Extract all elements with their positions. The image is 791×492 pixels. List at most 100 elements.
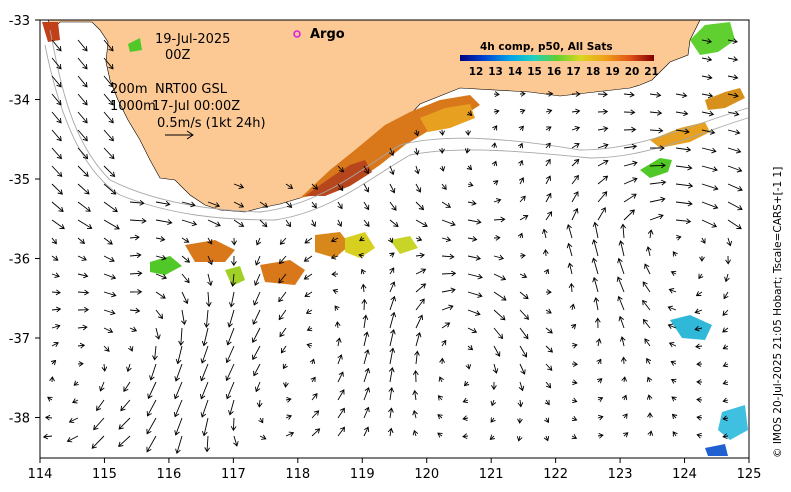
current-arrow: [103, 345, 110, 352]
current-arrow: [330, 237, 339, 243]
current-arrow: [519, 345, 528, 358]
sst-patch-west-green: [128, 38, 142, 52]
current-arrow: [389, 183, 396, 194]
current-arrow: [493, 327, 504, 340]
current-arrow: [492, 363, 499, 374]
current-arrow: [696, 414, 703, 421]
current-arrow: [649, 179, 667, 186]
current-arrow: [541, 228, 548, 239]
current-arrow: [646, 376, 653, 383]
current-arrow: [181, 291, 189, 305]
current-arrow: [441, 287, 456, 294]
current-arrow: [597, 175, 609, 185]
current-arrow: [311, 183, 319, 190]
colorbar-tick-label: 19: [605, 66, 620, 78]
lat-tick-label: -33: [9, 14, 30, 29]
current-arrow: [519, 327, 529, 340]
current-arrow: [413, 147, 420, 156]
current-arrow: [545, 158, 551, 167]
lat-axis: -33 -34 -35 -36 -37 -38: [9, 14, 40, 427]
current-arrow: [618, 240, 625, 257]
current-arrow: [571, 342, 578, 349]
current-arrow: [388, 407, 394, 419]
current-arrow: [696, 379, 703, 385]
current-arrow: [727, 38, 738, 44]
current-arrow: [181, 309, 187, 326]
current-arrow: [173, 399, 183, 418]
current-arrow: [259, 219, 268, 228]
current-arrow: [620, 356, 627, 365]
current-arrow: [278, 273, 287, 284]
current-arrow: [93, 417, 105, 431]
current-arrow: [226, 327, 235, 346]
current-arrow: [51, 272, 60, 278]
current-arrow: [675, 128, 690, 135]
current-arrow: [519, 309, 530, 320]
current-arrow: [388, 147, 395, 157]
current-arrow: [155, 200, 171, 207]
current-arrow: [670, 378, 677, 384]
current-arrow: [441, 183, 447, 190]
current-arrow: [623, 143, 638, 150]
current-arrow: [361, 298, 368, 311]
current-arrow: [389, 347, 396, 365]
current-arrow: [330, 254, 339, 260]
current-arrow: [337, 165, 344, 173]
current-arrow: [675, 92, 688, 99]
current-arrow: [695, 343, 703, 350]
current-arrow: [204, 435, 211, 453]
current-arrow: [254, 273, 261, 286]
current-arrow: [467, 345, 474, 351]
current-arrow: [252, 309, 261, 325]
current-arrow: [701, 183, 719, 191]
current-arrow: [621, 376, 628, 383]
current-arrow: [51, 57, 62, 70]
current-arrow: [647, 430, 654, 437]
current-arrow: [545, 192, 552, 203]
current-arrow: [415, 268, 427, 275]
current-arrow: [254, 381, 261, 393]
current-arrow: [415, 283, 427, 293]
colorbar-tick-label: 16: [547, 66, 562, 78]
plot-frame: [39, 19, 750, 459]
current-arrow: [412, 409, 418, 419]
current-arrow: [181, 219, 198, 227]
colorbar-tick-label: 15: [527, 66, 542, 78]
arrow-scale-label: 0.5m/s (1kt 24h): [157, 116, 266, 131]
current-arrow: [42, 433, 53, 440]
current-arrow: [597, 207, 606, 221]
current-arrow: [545, 126, 552, 132]
current-arrow: [489, 434, 495, 440]
current-arrow: [101, 363, 108, 372]
current-arrow: [597, 432, 604, 439]
current-arrow: [517, 232, 524, 239]
sst-patch-west: [42, 22, 60, 42]
current-arrow: [642, 299, 651, 311]
current-arrow: [623, 432, 629, 438]
current-arrow: [727, 147, 742, 154]
lon-tick-label: 114: [28, 467, 53, 482]
current-arrow: [545, 363, 553, 371]
current-arrow: [727, 165, 743, 173]
current-arrow: [441, 339, 447, 347]
current-arrow: [311, 393, 318, 401]
current-arrow: [592, 276, 599, 293]
current-arrow: [491, 160, 498, 167]
current-arrow: [123, 381, 131, 393]
sst-patch-mid1: [185, 240, 235, 262]
current-arrow: [146, 435, 157, 453]
current-arrow: [675, 110, 689, 117]
current-arrow: [701, 74, 713, 81]
current-arrow: [727, 201, 743, 211]
current-arrow: [623, 109, 636, 116]
current-arrow: [493, 180, 499, 186]
current-arrow: [77, 272, 89, 279]
current-arrow: [675, 200, 693, 207]
current-arrow: [649, 162, 666, 169]
current-arrow: [466, 164, 473, 171]
current-arrow: [545, 289, 552, 295]
current-arrow: [389, 311, 397, 329]
current-arrow: [727, 56, 739, 62]
current-arrow: [77, 165, 89, 177]
current-arrow: [569, 303, 576, 311]
